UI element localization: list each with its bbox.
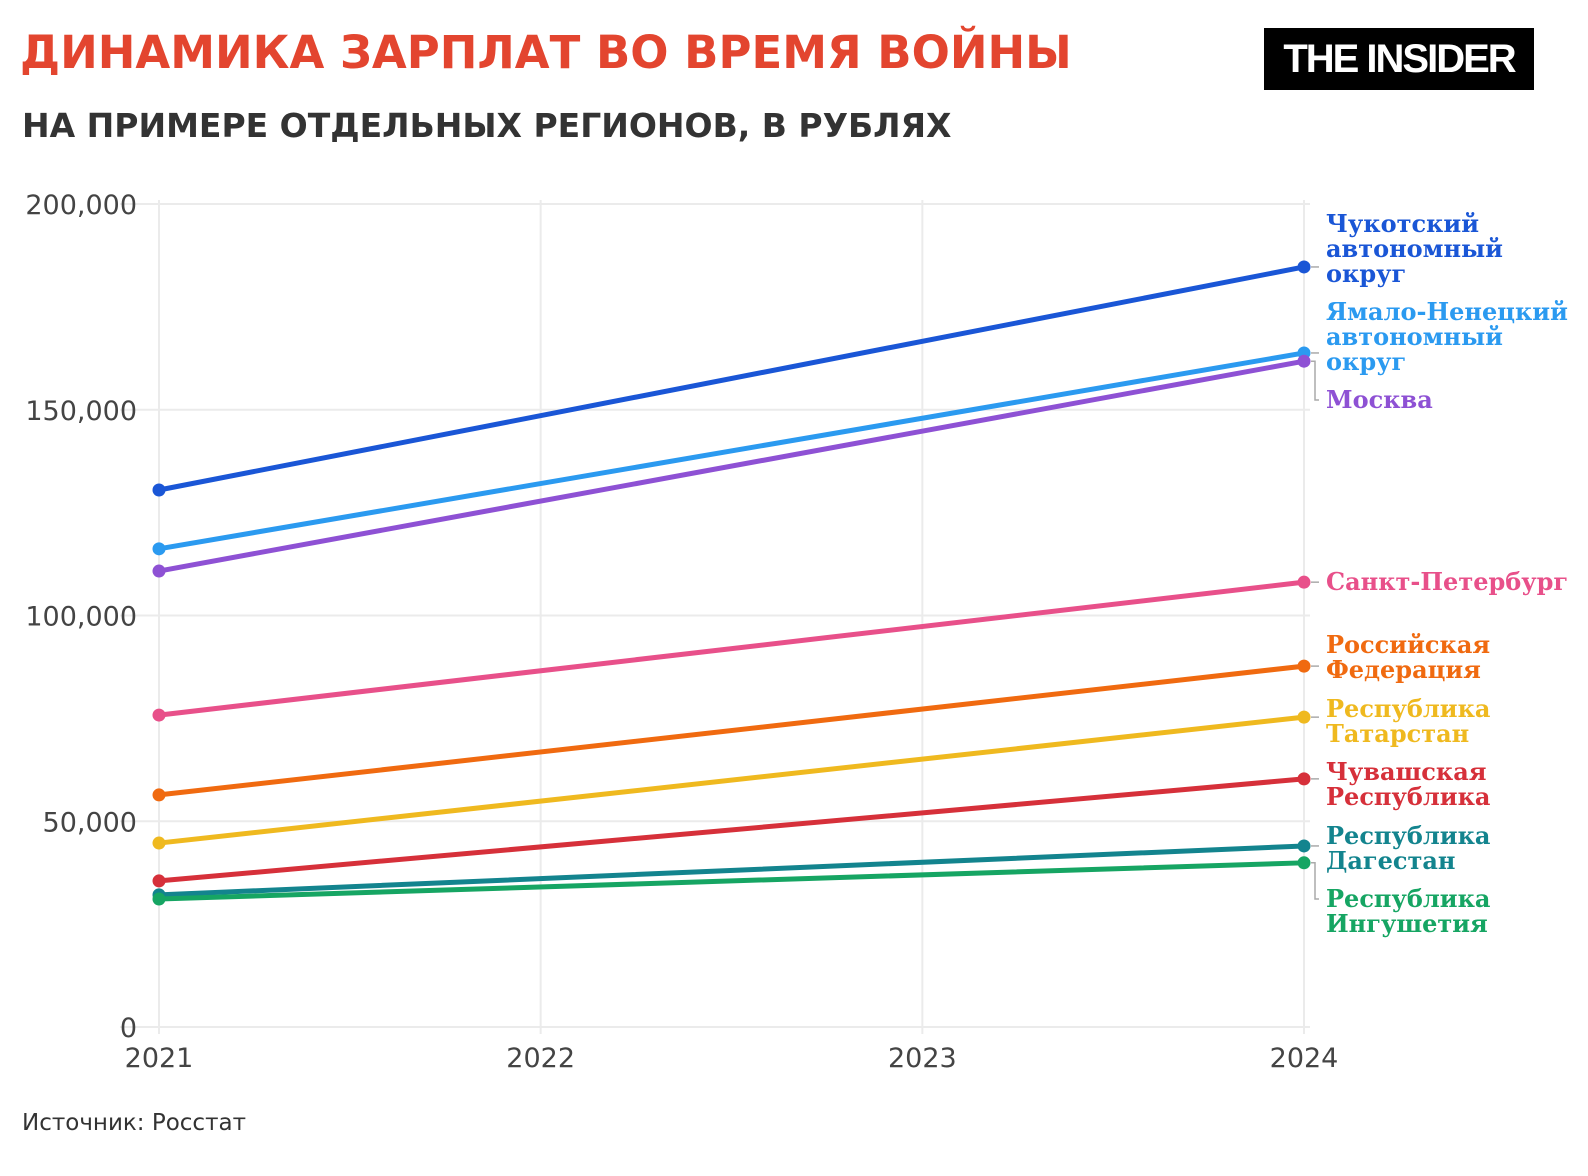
chart-title: ДИНАМИКА ЗАРПЛАТ ВО ВРЕМЯ ВОЙНЫ — [20, 26, 1072, 79]
series-label: Санкт-Петербург — [1326, 567, 1568, 596]
series-line — [156, 264, 1307, 493]
logo-text: THE INSIDER — [1283, 36, 1516, 81]
data-point — [1297, 260, 1311, 274]
series-line — [156, 714, 1307, 846]
series-label: Москва — [1326, 385, 1433, 414]
series-label-line: Татарстан — [1326, 719, 1469, 748]
series-label: Республика Дагестан — [1326, 821, 1490, 875]
series-line — [156, 350, 1307, 552]
data-point — [152, 788, 166, 802]
series-label: Республика Татарстан — [1326, 694, 1490, 748]
series-label-line: Республика — [1326, 884, 1490, 913]
series-label-line: Чувашская — [1326, 757, 1487, 786]
series-label: Ямало-Ненецкий автономный округ — [1326, 297, 1568, 376]
x-tick-label: 2021 — [125, 1043, 194, 1074]
series-label-line: Республика — [1326, 782, 1490, 811]
data-point — [1297, 354, 1311, 368]
data-point — [152, 874, 166, 888]
data-point — [152, 564, 166, 578]
series-label: Республика Ингушетия — [1326, 884, 1490, 938]
series-label-line: автономный — [1326, 234, 1503, 263]
series-label-line: Республика — [1326, 694, 1490, 723]
series-label-line: Ямало-Ненецкий — [1326, 297, 1568, 326]
series-line — [156, 579, 1307, 718]
series-label-line: Чукотский — [1326, 209, 1479, 238]
data-point — [1297, 839, 1311, 853]
series-label-line: Ингушетия — [1326, 909, 1488, 938]
data-point — [152, 708, 166, 722]
y-tick-label: 0 — [120, 1013, 137, 1044]
series-line — [156, 860, 1307, 902]
series-label-line: Дагестан — [1326, 846, 1455, 875]
data-point — [1297, 772, 1311, 786]
series-line — [156, 358, 1307, 574]
series-label-line: Федерация — [1326, 655, 1481, 684]
data-point — [152, 892, 166, 906]
data-point — [1297, 856, 1311, 870]
series-label-line: Санкт-Петербург — [1326, 567, 1568, 596]
series-label-line: округ — [1326, 259, 1406, 288]
series-label-line: автономный — [1326, 322, 1503, 351]
series-label: Чувашская Республика — [1326, 757, 1490, 811]
y-tick-label: 150,000 — [25, 396, 137, 427]
series-label: Российская Федерация — [1326, 630, 1490, 684]
y-tick-label: 200,000 — [25, 190, 137, 221]
series-label-line: округ — [1326, 347, 1406, 376]
x-tick-label: 2023 — [888, 1043, 957, 1074]
y-tick-label: 50,000 — [43, 807, 137, 838]
series-line — [156, 776, 1307, 884]
y-tick-label: 100,000 — [25, 602, 137, 633]
data-point — [1297, 659, 1311, 673]
logo: THE INSIDER — [1264, 28, 1534, 90]
data-point — [1297, 710, 1311, 724]
chart-subtitle: НА ПРИМЕРЕ ОТДЕЛЬНЫХ РЕГИОНОВ, В РУБЛЯХ — [22, 106, 952, 145]
data-point — [152, 836, 166, 850]
label-connector — [1311, 862, 1319, 900]
series-label-line: Республика — [1326, 821, 1490, 850]
data-point — [152, 483, 166, 497]
x-tick-label: 2024 — [1270, 1043, 1339, 1074]
series-line — [156, 843, 1307, 898]
data-point — [152, 542, 166, 556]
series-label-line: Российская — [1326, 630, 1490, 659]
x-tick-label: 2022 — [506, 1043, 575, 1074]
data-point — [1297, 575, 1311, 589]
series-label-line: Москва — [1326, 385, 1433, 414]
label-connector — [1311, 360, 1319, 401]
series-line — [156, 663, 1307, 798]
source-note: Источник: Росстат — [22, 1110, 246, 1136]
series-label: Чукотский автономный округ — [1326, 209, 1503, 288]
